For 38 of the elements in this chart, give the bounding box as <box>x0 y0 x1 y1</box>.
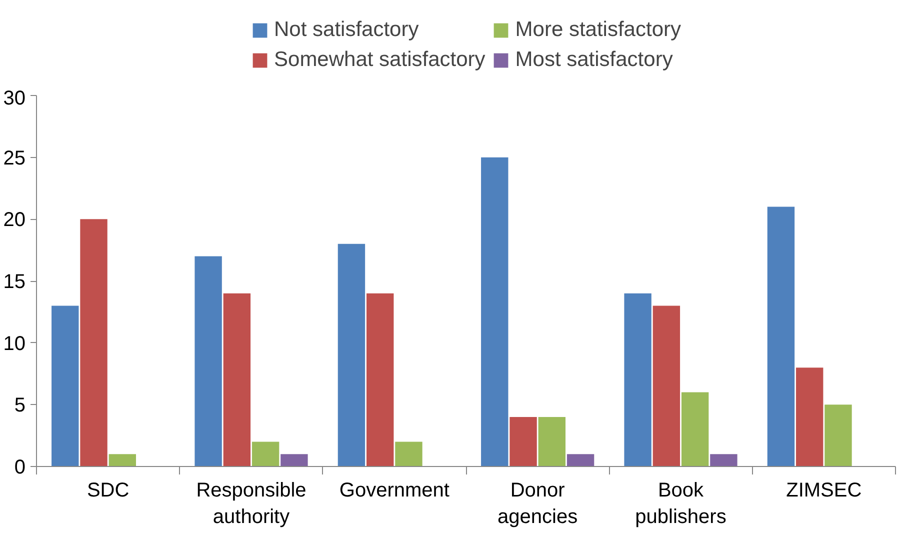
bar <box>108 454 136 466</box>
x-tick-label: Government <box>339 480 450 502</box>
y-tick-label: 10 <box>3 332 26 355</box>
x-tick-label: Donor agencies <box>498 480 578 528</box>
bar <box>796 368 824 466</box>
bar <box>280 454 308 466</box>
bar <box>710 454 738 466</box>
bar <box>510 417 537 466</box>
x-tick-label: SDC <box>86 480 130 502</box>
y-tick-label: 5 <box>14 394 26 417</box>
x-tick-label: Book publishers <box>635 480 726 528</box>
bar <box>366 293 394 466</box>
bar <box>80 219 108 466</box>
y-tick-label: 30 <box>3 88 26 110</box>
bar <box>194 256 222 466</box>
bar <box>566 454 594 466</box>
bar <box>652 306 680 466</box>
bar <box>681 392 709 466</box>
bar <box>223 293 251 466</box>
x-tick-label: ZIMSEC <box>786 480 862 502</box>
bar <box>338 244 366 466</box>
y-tick-label: 15 <box>3 271 26 293</box>
y-tick-label: 0 <box>14 456 26 478</box>
legend-label: Most satisfactory <box>515 48 673 72</box>
bar <box>824 404 852 466</box>
legend-label: Somewhat satisfactory <box>274 48 486 72</box>
bar <box>767 206 795 466</box>
bar <box>252 442 280 466</box>
bar <box>624 293 652 466</box>
bar <box>52 306 79 466</box>
bar <box>395 442 422 466</box>
x-tick-label: Responsible authority <box>196 480 306 528</box>
legend-label: Not satisfactory <box>274 18 419 42</box>
bar <box>538 417 566 466</box>
y-tick-label: 25 <box>3 147 26 170</box>
legend-label: More statisfactory <box>515 18 681 42</box>
y-tick-label: 20 <box>3 209 26 232</box>
bar <box>481 157 508 466</box>
